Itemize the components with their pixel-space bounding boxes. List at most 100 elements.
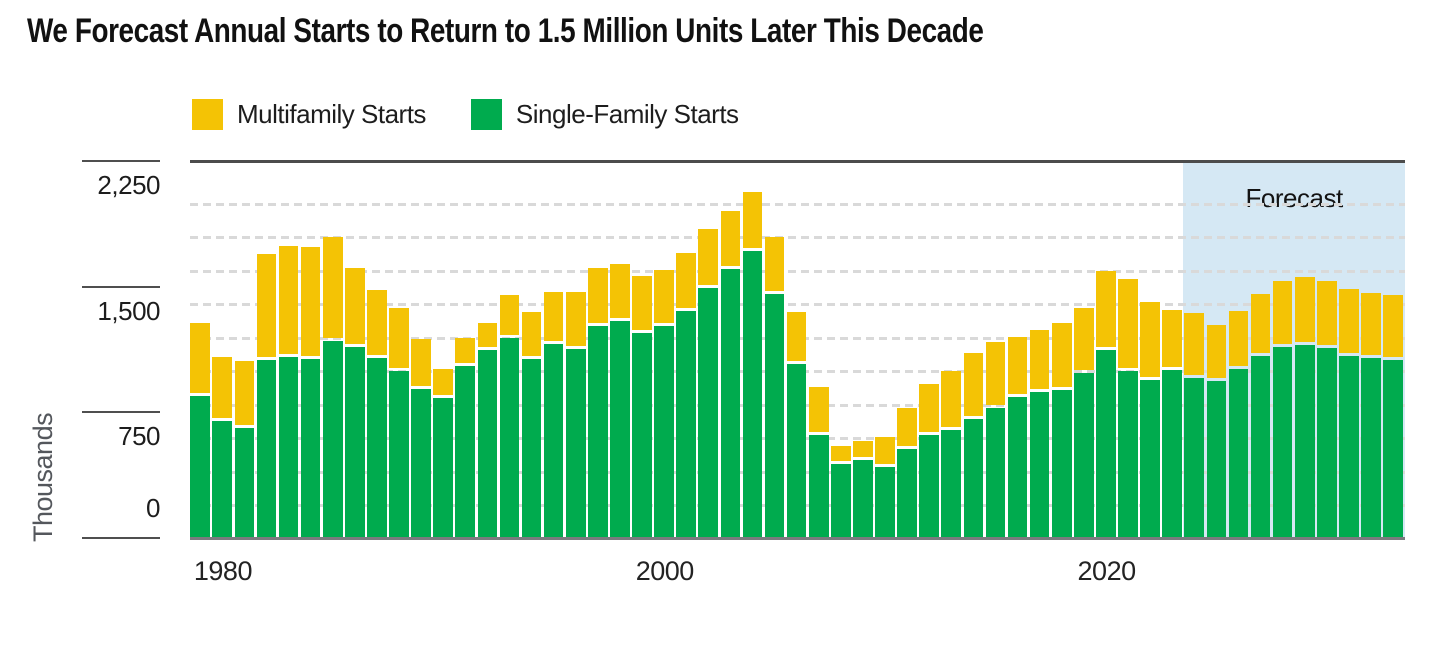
multifamily-bar-segment-2004 <box>720 211 741 267</box>
single-family-bar-segment-2025 <box>1184 378 1205 539</box>
single-family-bar-segment-2012 <box>897 449 917 539</box>
single-family-bar-segment-1983 <box>256 360 277 539</box>
single-family-bar-segment-2016 <box>985 407 1006 539</box>
single-family-bar-segment-1981 <box>212 420 233 539</box>
grid-line <box>190 303 1405 307</box>
single-family-bar-segment-2011 <box>875 466 895 539</box>
single-family-bar-segment-2014 <box>941 430 962 539</box>
plot-top-border <box>190 160 1405 163</box>
single-family-bar-segment-2023 <box>1140 380 1160 539</box>
single-family-bar-segment-2020 <box>1074 372 1094 539</box>
single-family-bar-segment-2009 <box>831 464 851 539</box>
multifamily-bar-segment-1998 <box>588 268 608 324</box>
single-family-bar-segment-2030 <box>1294 344 1315 539</box>
single-family-bar-segment-2032 <box>1339 356 1359 539</box>
y-tick-label: 2,250 <box>97 169 160 200</box>
multifamily-bar-segment-2031 <box>1317 280 1337 345</box>
single-family-bar-segment-2015 <box>963 419 984 539</box>
multifamily-bar-segment-2024 <box>1162 310 1182 367</box>
single-family-bar-segment-2028 <box>1250 355 1271 539</box>
multifamily-bar-segment-2029 <box>1272 280 1293 345</box>
single-family-bar-segment-2000 <box>632 332 652 539</box>
multifamily-bar-segment-2020 <box>1074 307 1094 370</box>
single-family-bar-segment-1982 <box>234 427 255 539</box>
multifamily-bar-segment-2025 <box>1184 312 1205 376</box>
single-family-bar-segment-2022 <box>1118 370 1138 539</box>
multifamily-bar-segment-2005 <box>742 192 763 249</box>
multifamily-legend-label: Multifamily Starts <box>237 99 426 129</box>
multifamily-bar-segment-2028 <box>1250 294 1271 353</box>
y-tick-line <box>82 411 160 414</box>
multifamily-bar-segment-1984 <box>278 245 299 355</box>
single-family-bar-segment-1993 <box>477 350 498 539</box>
y-tick-line <box>82 159 160 162</box>
multifamily-bar-segment-2015 <box>963 352 984 417</box>
multifamily-bar-segment-2026 <box>1206 325 1227 379</box>
single-family-bar-segment-1987 <box>345 346 365 539</box>
multifamily-bar-segment-1987 <box>345 267 365 344</box>
single-family-legend-swatch <box>470 99 502 130</box>
single-family-bar-segment-2002 <box>676 311 696 539</box>
chart-title: We Forecast Annual Starts to Return to 1… <box>27 12 984 50</box>
multifamily-bar-segment-1999 <box>610 264 630 318</box>
multifamily-bar-segment-2018 <box>1029 329 1050 390</box>
single-family-bar-segment-2007 <box>786 363 807 539</box>
single-family-bar-segment-2018 <box>1029 392 1050 539</box>
multifamily-bar-segment-2021 <box>1096 270 1116 348</box>
multifamily-bar-segment-1986 <box>322 236 343 339</box>
y-tick-line <box>82 537 160 539</box>
multifamily-bar-segment-1982 <box>234 361 255 425</box>
multifamily-bar-segment-1988 <box>367 289 387 355</box>
single-family-bar-segment-1985 <box>300 359 321 539</box>
single-family-bar-segment-2001 <box>654 325 674 539</box>
grid-line <box>190 202 1405 206</box>
single-family-legend-label: Single-Family Starts <box>515 99 739 129</box>
multifamily-bar-segment-2006 <box>764 237 785 291</box>
single-family-bar-segment-2033 <box>1361 358 1381 539</box>
multifamily-bar-segment-1981 <box>212 357 233 418</box>
multifamily-bar-segment-2013 <box>919 384 939 433</box>
single-family-bar-segment-1991 <box>433 398 453 539</box>
multifamily-bar-segment-2012 <box>897 408 917 447</box>
single-family-bar-segment-2010 <box>853 460 873 539</box>
multifamily-bar-segment-2034 <box>1383 295 1403 357</box>
multifamily-bar-segment-2032 <box>1339 289 1359 354</box>
x-tick-label-1980: 1980 <box>193 556 253 586</box>
multifamily-bar-segment-2014 <box>941 370 962 428</box>
single-family-bar-segment-2004 <box>720 269 741 539</box>
x-tick-label-2000: 2000 <box>635 556 695 586</box>
multifamily-bar-segment-1985 <box>300 247 321 357</box>
single-family-bar-segment-2019 <box>1051 390 1072 539</box>
multifamily-bar-segment-2011 <box>875 436 895 464</box>
grid-line <box>190 236 1405 240</box>
multifamily-bar-segment-1990 <box>411 339 431 387</box>
y-tick-line <box>82 285 160 288</box>
multifamily-bar-segment-2000 <box>632 276 652 330</box>
y-tick-label: 750 <box>118 421 160 452</box>
x-tick-label-2020: 2020 <box>1077 556 1137 586</box>
multifamily-bar-segment-1993 <box>477 323 498 348</box>
forecast-label: Forecast <box>1245 183 1344 213</box>
multifamily-bar-segment-1992 <box>455 337 476 364</box>
multifamily-bar-segment-2002 <box>676 253 696 309</box>
multifamily-bar-segment-1994 <box>499 294 520 336</box>
single-family-bar-segment-1995 <box>521 358 542 539</box>
single-family-bar-segment-1986 <box>322 341 343 539</box>
single-family-bar-segment-2017 <box>1007 396 1028 539</box>
multifamily-bar-segment-1991 <box>433 369 453 396</box>
single-family-bar-segment-2006 <box>764 293 785 539</box>
single-family-bar-segment-1992 <box>455 366 476 539</box>
single-family-bar-segment-1984 <box>278 357 299 539</box>
legend: Multifamily Starts Single-Family Starts <box>192 99 739 130</box>
multifamily-bar-segment-1996 <box>543 291 564 342</box>
single-family-bar-segment-2005 <box>742 251 763 539</box>
single-family-bar-segment-2029 <box>1272 347 1293 539</box>
single-family-bar-segment-1990 <box>411 389 431 539</box>
multifamily-bar-segment-1997 <box>565 292 586 346</box>
single-family-bar-segment-2013 <box>919 435 939 539</box>
multifamily-bar-segment-1983 <box>256 253 277 358</box>
multifamily-bar-segment-1980 <box>190 322 210 394</box>
y-tick-label: 0 <box>146 493 160 523</box>
single-family-bar-segment-2034 <box>1383 359 1403 539</box>
